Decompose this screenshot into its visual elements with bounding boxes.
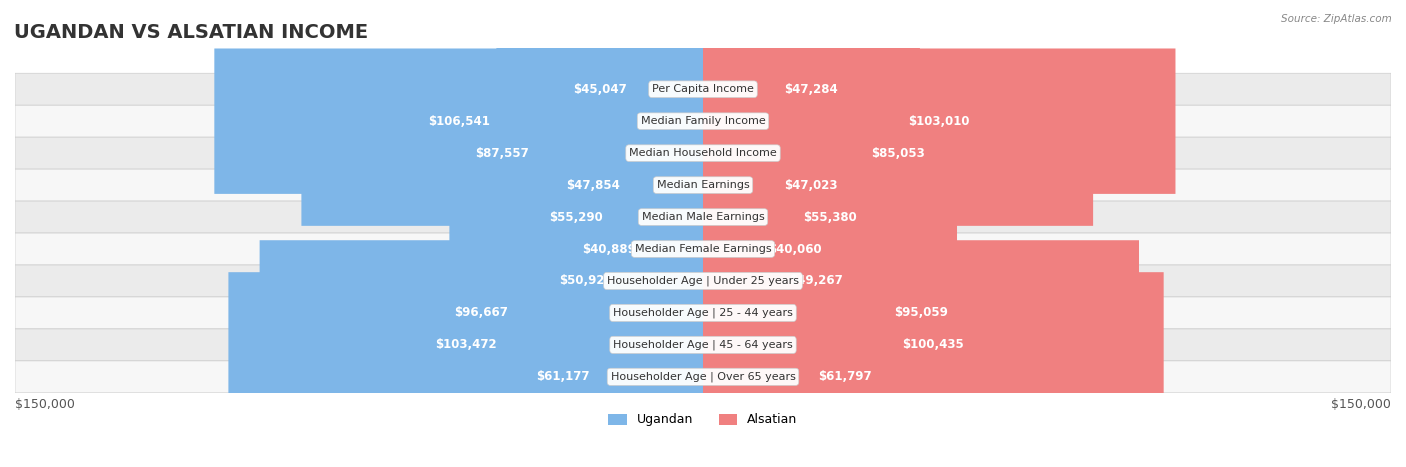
FancyBboxPatch shape: [484, 113, 703, 258]
FancyBboxPatch shape: [15, 137, 1391, 169]
FancyBboxPatch shape: [516, 177, 703, 322]
Legend: Ugandan, Alsatian: Ugandan, Alsatian: [603, 409, 803, 432]
Text: $103,010: $103,010: [908, 115, 970, 127]
Text: $87,557: $87,557: [475, 147, 529, 160]
Text: $47,023: $47,023: [785, 178, 838, 191]
FancyBboxPatch shape: [450, 144, 703, 290]
Text: Householder Age | Over 65 years: Householder Age | Over 65 years: [610, 372, 796, 382]
Text: $45,047: $45,047: [572, 83, 627, 96]
Text: $103,472: $103,472: [434, 339, 496, 351]
FancyBboxPatch shape: [15, 297, 1391, 329]
FancyBboxPatch shape: [15, 201, 1391, 233]
FancyBboxPatch shape: [214, 49, 703, 194]
FancyBboxPatch shape: [496, 16, 703, 162]
FancyBboxPatch shape: [703, 144, 957, 290]
Text: Per Capita Income: Per Capita Income: [652, 84, 754, 94]
Text: $150,000: $150,000: [15, 397, 75, 410]
Text: UGANDAN VS ALSATIAN INCOME: UGANDAN VS ALSATIAN INCOME: [14, 23, 368, 42]
FancyBboxPatch shape: [15, 169, 1391, 201]
Text: Median Family Income: Median Family Income: [641, 116, 765, 126]
Text: $61,177: $61,177: [536, 370, 589, 383]
FancyBboxPatch shape: [703, 113, 918, 258]
Text: $55,290: $55,290: [550, 211, 603, 224]
Text: $100,435: $100,435: [903, 339, 965, 351]
FancyBboxPatch shape: [703, 208, 929, 354]
Text: $47,284: $47,284: [785, 83, 838, 96]
FancyBboxPatch shape: [15, 361, 1391, 393]
Text: Householder Age | 25 - 44 years: Householder Age | 25 - 44 years: [613, 308, 793, 318]
Text: Householder Age | 45 - 64 years: Householder Age | 45 - 64 years: [613, 340, 793, 350]
FancyBboxPatch shape: [703, 49, 1175, 194]
FancyBboxPatch shape: [15, 73, 1391, 105]
Text: $95,059: $95,059: [894, 306, 948, 319]
FancyBboxPatch shape: [703, 304, 987, 450]
Text: Median Female Earnings: Median Female Earnings: [634, 244, 772, 254]
FancyBboxPatch shape: [422, 304, 703, 450]
FancyBboxPatch shape: [703, 80, 1092, 226]
FancyBboxPatch shape: [15, 265, 1391, 297]
Text: $47,854: $47,854: [567, 178, 620, 191]
Text: $49,267: $49,267: [789, 275, 842, 288]
Text: $55,380: $55,380: [803, 211, 856, 224]
FancyBboxPatch shape: [260, 240, 703, 386]
Text: Median Earnings: Median Earnings: [657, 180, 749, 190]
Text: Median Household Income: Median Household Income: [628, 148, 778, 158]
FancyBboxPatch shape: [15, 329, 1391, 361]
Text: Median Male Earnings: Median Male Earnings: [641, 212, 765, 222]
Text: $106,541: $106,541: [427, 115, 489, 127]
FancyBboxPatch shape: [301, 80, 703, 226]
FancyBboxPatch shape: [703, 177, 887, 322]
FancyBboxPatch shape: [15, 233, 1391, 265]
FancyBboxPatch shape: [703, 16, 920, 162]
Text: $61,797: $61,797: [818, 370, 872, 383]
Text: $96,667: $96,667: [454, 306, 508, 319]
Text: $50,923: $50,923: [560, 275, 613, 288]
Text: $85,053: $85,053: [872, 147, 925, 160]
FancyBboxPatch shape: [470, 208, 703, 354]
Text: Source: ZipAtlas.com: Source: ZipAtlas.com: [1281, 14, 1392, 24]
FancyBboxPatch shape: [15, 105, 1391, 137]
Text: $40,889: $40,889: [582, 242, 636, 255]
FancyBboxPatch shape: [228, 272, 703, 417]
FancyBboxPatch shape: [703, 272, 1164, 417]
Text: Householder Age | Under 25 years: Householder Age | Under 25 years: [607, 276, 799, 286]
FancyBboxPatch shape: [703, 240, 1139, 386]
Text: $40,060: $40,060: [768, 242, 821, 255]
Text: $150,000: $150,000: [1331, 397, 1391, 410]
